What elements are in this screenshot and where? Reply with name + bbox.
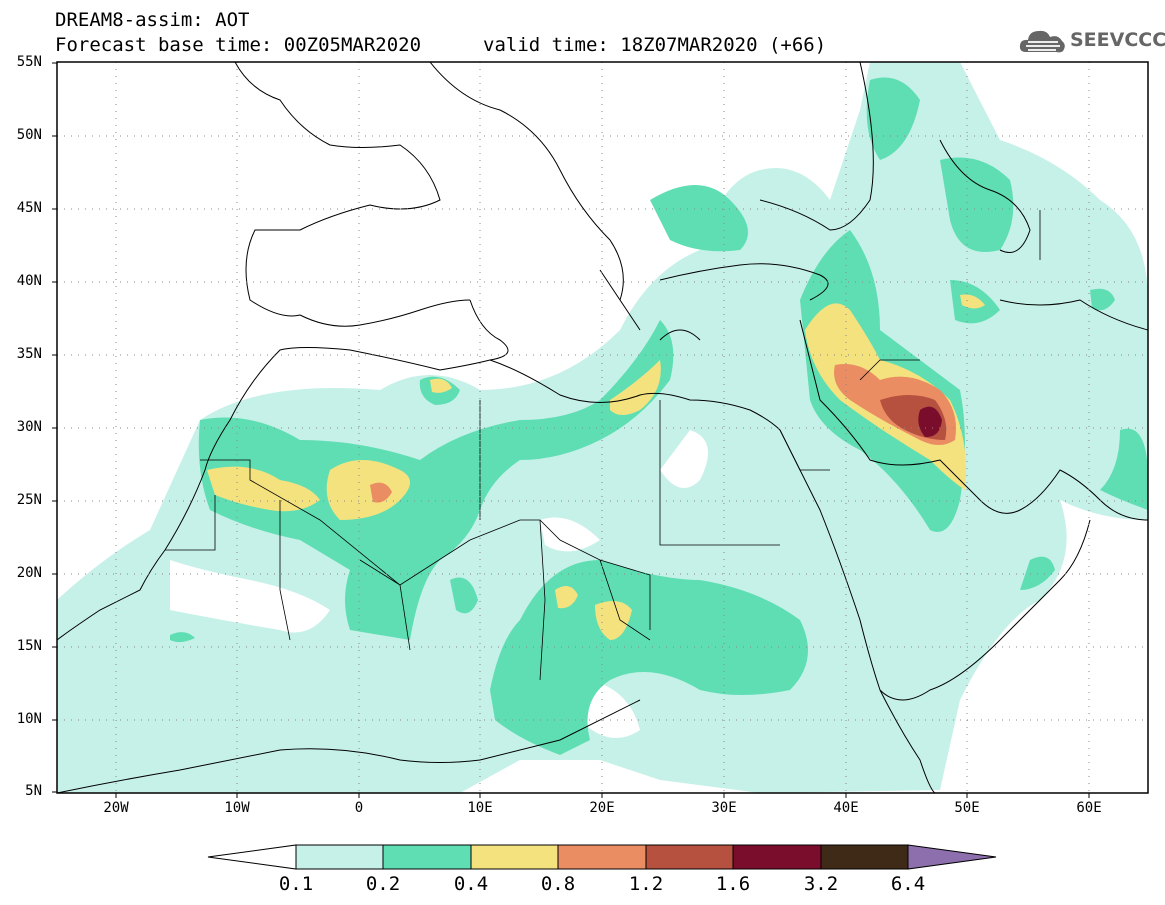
seevccc-logo: SEEVCCC [1018,24,1165,58]
lon-label: 10W [224,800,250,816]
colorbar-over [907,844,997,870]
lon-label: 10E [467,800,493,816]
lat-label: 5N [25,783,42,799]
colorbar-bin-6 [732,844,822,870]
lon-label: 30E [711,800,737,816]
lon-label: 50E [954,800,980,816]
lon-label: 20E [589,800,615,816]
valid-time: valid time: 18Z07MAR2020 (+66) [483,34,827,56]
lat-label: 55N [16,54,42,70]
colorbar-bin-7 [820,844,909,870]
colorbar-label: 1.2 [628,873,664,895]
colorbar-label: 0.4 [453,873,489,895]
lon-label: 20W [103,800,129,816]
coastlines [57,62,1148,793]
lat-label: 30N [16,419,42,435]
lat-label: 20N [16,565,42,581]
colorbar-bin-4 [557,844,647,870]
aot-field [57,62,1148,793]
colorbar-label: 0.2 [365,873,401,895]
colorbar-label: 6.4 [890,873,926,895]
colorbar-bin-5 [645,844,734,870]
axis-ticks [52,62,1090,798]
chart-title: DREAM8-assim: AOT [55,9,250,31]
lat-label: 40N [16,273,42,289]
colorbar-label: 1.6 [715,873,751,895]
graticule [57,62,1148,793]
colorbar-under [207,844,297,870]
cloud-icon [1019,30,1065,53]
colorbar-label: 3.2 [803,873,839,895]
lat-label: 25N [16,492,42,508]
forecast-base-time: Forecast base time: 00Z05MAR2020 [55,34,422,56]
lat-label: 15N [16,638,42,654]
lat-label: 10N [16,711,42,727]
lon-label: 0 [354,800,364,816]
colorbar-bin-2 [382,844,472,870]
logo-text: SEEVCCC [1070,29,1165,51]
colorbar-label: 0.8 [540,873,576,895]
colorbar [207,844,997,870]
lon-label: 40E [833,800,859,816]
lat-label: 50N [16,127,42,143]
lon-label: 60E [1076,800,1102,816]
lat-label: 35N [16,346,42,362]
colorbar-bin-3 [470,844,559,870]
lat-label: 45N [16,200,42,216]
colorbar-label: 0.1 [278,873,314,895]
colorbar-bin-1 [295,844,384,870]
